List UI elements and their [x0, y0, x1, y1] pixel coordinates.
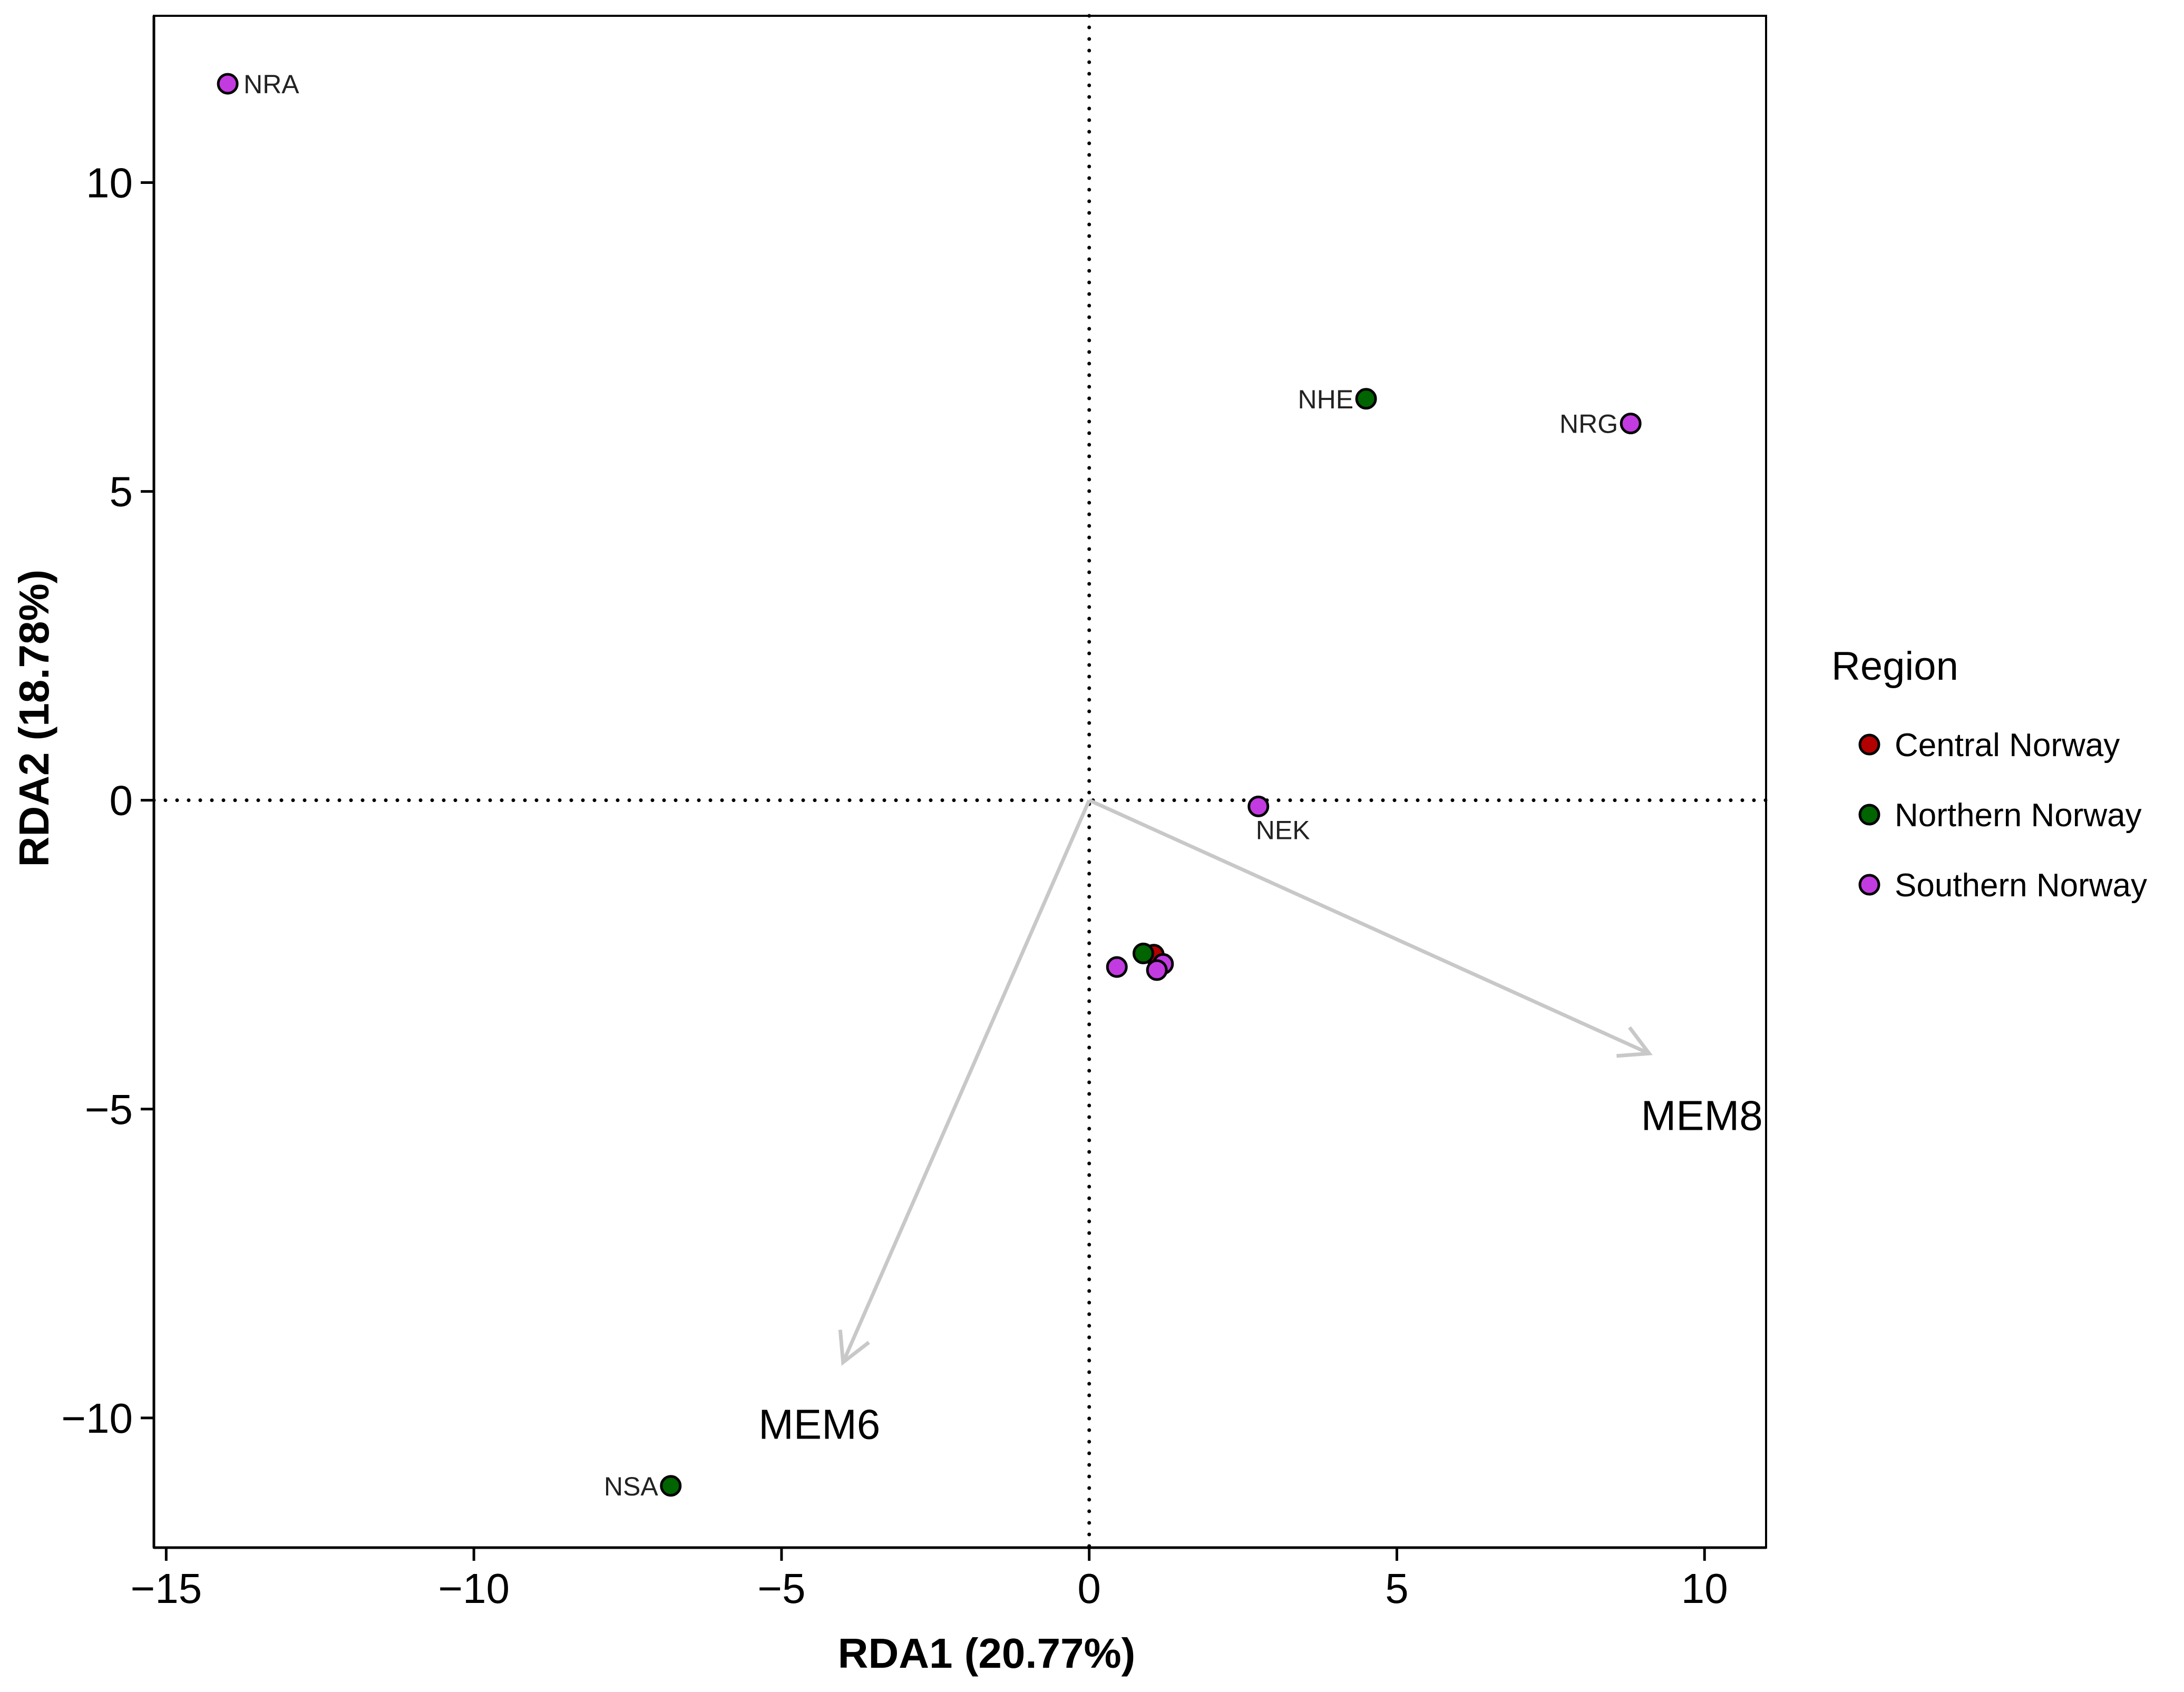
x-tick-label: 0	[1077, 1565, 1101, 1612]
legend-label-southern-norway: Southern Norway	[1895, 867, 2147, 904]
arrow-mem8-head	[1616, 1026, 1653, 1058]
arrow-mem8-shaft	[1088, 798, 1650, 1055]
data-point-nek	[1247, 795, 1270, 817]
legend-label-northern-norway: Northern Norway	[1895, 797, 2142, 834]
data-point	[1146, 959, 1168, 981]
arrow-mem6-label: MEM6	[758, 1401, 880, 1448]
y-tick-label: −10	[61, 1395, 133, 1442]
arrow-mem8-label: MEM8	[1641, 1092, 1763, 1139]
x-tick-label: −10	[438, 1565, 510, 1612]
point-label-nrg: NRG	[1559, 409, 1618, 439]
data-point-nsa	[660, 1475, 682, 1497]
y-tick-label: −5	[85, 1086, 133, 1133]
sample-points: NRA NHE NRG NEK NSA	[217, 70, 1642, 1501]
x-axis: −15 −10 −5 0 5 10	[130, 1546, 1766, 1612]
legend: Region Central Norway Northern Norway Sout…	[1831, 644, 2147, 904]
x-tick-label: −5	[757, 1565, 805, 1612]
point-label-nek: NEK	[1256, 815, 1310, 845]
legend-label-central-norway: Central Norway	[1895, 727, 2120, 764]
x-axis-title: RDA1 (20.77%)	[838, 1630, 1136, 1677]
arrow-mem6-shaft	[841, 799, 1091, 1363]
data-point	[1106, 956, 1128, 978]
legend-key-central-norway	[1858, 733, 1880, 756]
legend-title: Region	[1831, 644, 1958, 689]
reference-lines	[152, 14, 1768, 1550]
x-tick-label: 10	[1681, 1565, 1728, 1612]
arrow-mem6-head	[838, 1329, 870, 1366]
data-point-nhe	[1355, 388, 1377, 410]
y-axis-title: RDA2 (18.78%)	[11, 570, 57, 867]
y-tick-label: 5	[110, 468, 133, 515]
legend-key-southern-norway	[1858, 874, 1880, 896]
point-label-nhe: NHE	[1298, 385, 1354, 414]
data-point	[1132, 942, 1154, 964]
point-label-nsa: NSA	[604, 1472, 658, 1501]
y-axis: −10 −5 0 5 10	[61, 16, 155, 1548]
y-tick-label: 10	[86, 159, 133, 206]
x-tick-label: 5	[1385, 1565, 1409, 1612]
vector-arrows: MEM8 MEM6	[758, 798, 1763, 1448]
x-tick-label: −15	[130, 1565, 202, 1612]
point-label-nra: NRA	[243, 70, 299, 99]
data-point-nrg	[1620, 413, 1642, 435]
y-tick-label: 0	[110, 777, 133, 824]
data-point-nra	[217, 73, 239, 95]
legend-key-northern-norway	[1858, 804, 1880, 826]
